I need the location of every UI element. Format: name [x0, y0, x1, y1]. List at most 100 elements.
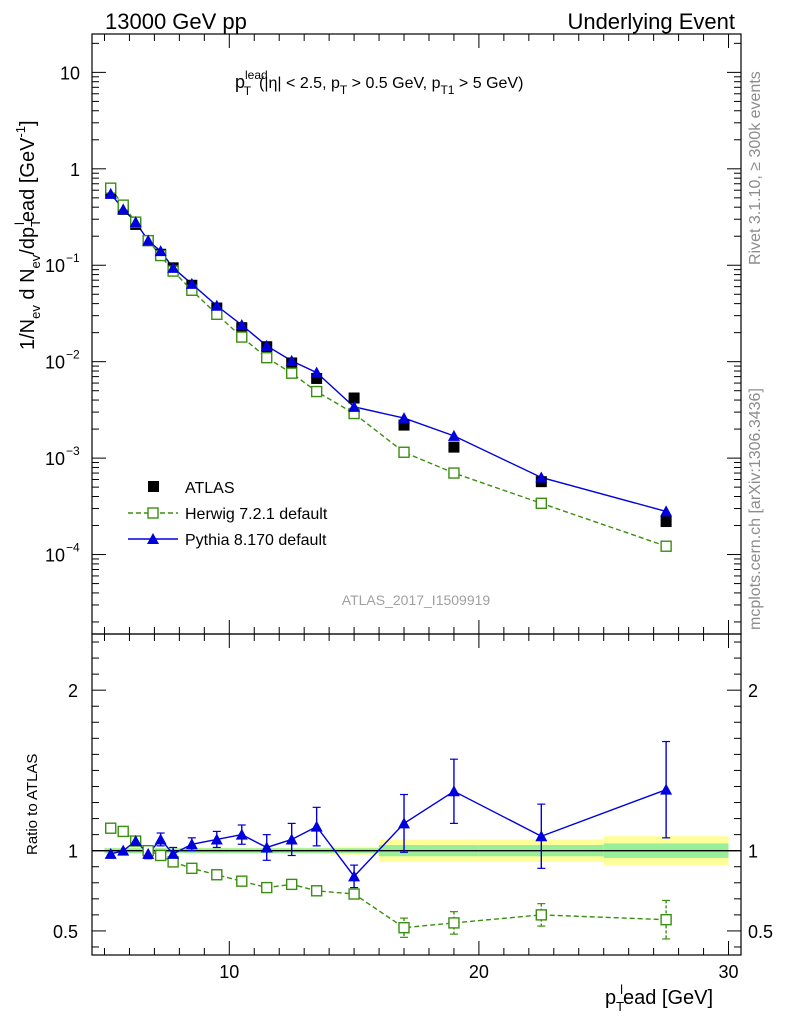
- y-ratio-tick-label-right: 0.5: [748, 922, 773, 942]
- herwig-point: [236, 331, 248, 343]
- pythia-ratio-point: [167, 847, 180, 859]
- y-tick-label: 1: [70, 160, 80, 180]
- y-ratio-tick-label: 1: [68, 842, 78, 862]
- pythia-point: [447, 429, 460, 441]
- legend-pythia-marker: [147, 533, 159, 544]
- pythia-ratio-point: [310, 820, 323, 832]
- herwig-point: [285, 367, 298, 379]
- herwig-point: [535, 497, 548, 509]
- y-tick-exponent: −2: [66, 348, 80, 362]
- herwig-ratio-point: [285, 878, 298, 891]
- pythia-ratio-point: [260, 841, 273, 853]
- legend-herwig-label: Herwig 7.2.1 default: [185, 506, 328, 523]
- pythia-ratio-point: [235, 828, 248, 840]
- pythia-point: [535, 471, 548, 483]
- header-left: 13000 GeV pp: [105, 9, 247, 34]
- y-tick-label: 10: [60, 63, 80, 83]
- herwig-point: [310, 385, 323, 398]
- herwig-point: [261, 351, 273, 364]
- main-panel-series: [104, 182, 673, 552]
- legend-atlas-marker: [148, 481, 159, 492]
- herwig-ratio-point: [348, 888, 360, 900]
- x-tick-label: 10: [219, 962, 239, 982]
- pythia-ratio-point: [210, 833, 223, 845]
- y-tick-label: 10: [45, 449, 65, 469]
- pythia-ratio-point: [348, 870, 361, 882]
- herwig-ratio-point: [117, 825, 129, 838]
- rivet-label: Rivet 3.1.10, ≥ 300k events: [747, 71, 764, 265]
- pythia-ratio-point: [285, 833, 298, 845]
- y-tick-exponent: −1: [66, 251, 80, 265]
- legend: ATLAS Herwig 7.2.1 default Pythia 8.170 …: [128, 480, 328, 549]
- pythia-point: [348, 400, 361, 412]
- pythia-point: [129, 216, 142, 228]
- y-ratio-tick-label-right: 1: [748, 842, 758, 862]
- herwig-point: [398, 446, 410, 458]
- pythia-line: [110, 193, 667, 513]
- herwig-ratio-point: [186, 862, 198, 875]
- legend-atlas-label: ATLAS: [185, 480, 235, 497]
- atlas-point: [660, 516, 672, 528]
- herwig-ratio-point: [211, 869, 223, 881]
- herwig-ratio-point: [154, 849, 167, 862]
- header-right: Underlying Event: [567, 9, 735, 34]
- pythia-ratio-point: [142, 847, 155, 859]
- legend-pythia-label: Pythia 8.170 default: [185, 532, 327, 549]
- legend-herwig-marker: [147, 507, 159, 519]
- pythia-ratio-point: [154, 833, 167, 845]
- pythia-point: [235, 319, 248, 331]
- herwig-ratio-point: [660, 913, 672, 926]
- pythia-point: [210, 299, 223, 311]
- pythia-ratio-point: [398, 817, 411, 829]
- y-ratio-tick-label: 2: [68, 681, 78, 701]
- herwig-ratio-point: [310, 885, 323, 897]
- pythia-ratio-point: [185, 838, 198, 850]
- ratio-panel-series: [104, 740, 673, 940]
- pythia-point: [660, 505, 673, 517]
- y-ratio-tick-label-right: 2: [748, 681, 758, 701]
- pythia-ratio-point: [660, 783, 673, 795]
- x-tick-label: 30: [719, 962, 739, 982]
- atlas-point: [398, 419, 410, 431]
- mcplots-label: mcplots.cern.ch [arXiv:1306.3436]: [747, 388, 764, 630]
- pythia-ratio-point: [104, 847, 117, 859]
- herwig-point: [211, 308, 223, 320]
- ratio-panel-frame: [91, 633, 742, 956]
- pythia-point: [167, 261, 180, 273]
- herwig-point: [448, 467, 460, 479]
- pythia-point: [310, 366, 323, 378]
- x-axis-label: pTlead [GeV]: [605, 982, 713, 1014]
- y-axis-label-ratio: Ratio to ATLAS: [24, 754, 41, 855]
- pythia-point: [185, 277, 198, 289]
- axis-ticks: [92, 34, 741, 955]
- atlas-point: [448, 441, 460, 453]
- herwig-ratio-point: [261, 881, 273, 894]
- cut-label: plead T (|η| < 2.5, pT > 0.5 GeV, pT1 > 5 …: [235, 68, 523, 98]
- y-tick-exponent: −3: [66, 444, 80, 458]
- herwig-point: [660, 540, 672, 552]
- y-tick-label: 10: [45, 256, 65, 276]
- x-tick-label: 20: [469, 962, 489, 982]
- pythia-ratio-point: [447, 785, 460, 797]
- herwig-ratio-point: [105, 822, 117, 834]
- y-tick-label: 10: [45, 546, 65, 566]
- atlas-point: [311, 372, 323, 384]
- herwig-ratio-point: [398, 922, 410, 934]
- pythia-point: [104, 187, 117, 199]
- pythia-point: [117, 203, 130, 215]
- pythia-ratio-point: [535, 830, 548, 842]
- pythia-ratio-point: [129, 835, 142, 847]
- pythia-point: [154, 245, 167, 257]
- y-ratio-tick-label: 0.5: [53, 922, 78, 942]
- y-tick-exponent: −4: [66, 541, 80, 555]
- pythia-ratio-point: [117, 844, 130, 856]
- herwig-ratio-point: [236, 875, 248, 887]
- atlas-point: [348, 392, 360, 404]
- herwig-ratio-point: [448, 917, 460, 929]
- pythia-point: [142, 234, 155, 246]
- herwig-ratio-point: [535, 909, 548, 921]
- y-axis-label-main: 1/Nev d Nev/dpTlead [GeV-1]: [12, 120, 43, 350]
